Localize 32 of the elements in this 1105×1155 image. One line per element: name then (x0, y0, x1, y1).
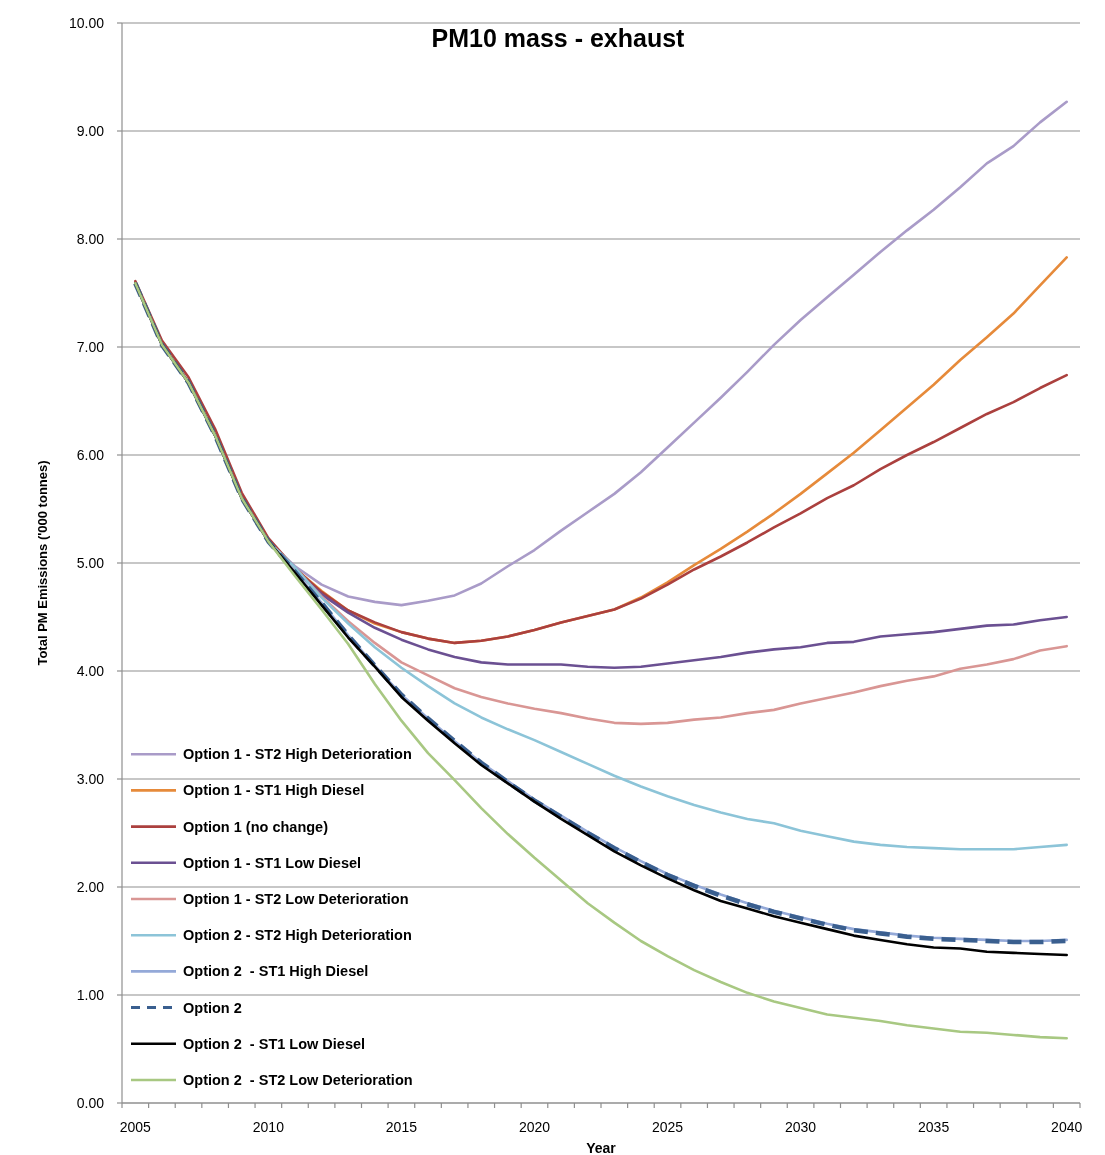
chart-title: PM10 mass - exhaust (431, 24, 686, 52)
x-tick-label: 2040 (1051, 1119, 1083, 1135)
y-tick-label: 3.00 (76, 770, 105, 787)
legend-label: Option 2 - ST2 High Deterioration (183, 927, 412, 944)
y-tick-label: 7.00 (76, 338, 105, 355)
legend-label: Option 1 - ST1 Low Diesel (183, 854, 362, 871)
y-tick-label: 9.00 (76, 122, 105, 139)
y-tick-label: 6.00 (76, 446, 105, 463)
y-tick-label: 5.00 (76, 554, 105, 571)
legend-label: Option 1 - ST2 Low Deterioration (183, 891, 409, 908)
legend-label: Option 2 - ST1 Low Diesel (183, 1035, 366, 1052)
y-tick-label: 0.00 (76, 1094, 105, 1111)
x-tick-label: 2010 (252, 1119, 285, 1135)
y-tick-label: 2.00 (76, 878, 105, 895)
y-tick-label: 8.00 (76, 230, 105, 247)
legend-label: Option 2 - ST2 Low Deterioration (183, 1072, 413, 1089)
y-axis-title: Total PM Emissions ('000 tonnes) (35, 460, 50, 666)
legend-label: Option 2 (183, 999, 242, 1016)
x-tick-label: 2020 (518, 1119, 551, 1135)
y-tick-label: 4.00 (76, 662, 105, 679)
x-tick-label: 2030 (785, 1119, 817, 1135)
y-tick-label: 10.00 (68, 14, 105, 31)
legend-label: Option 1 - ST1 High Diesel (183, 782, 365, 799)
y-tick-label: 1.00 (76, 986, 105, 1003)
x-tick-label: 2005 (119, 1119, 152, 1135)
legend-label: Option 2 - ST1 High Diesel (183, 963, 369, 980)
x-tick-label: 2025 (651, 1119, 684, 1135)
x-axis-title: Year (586, 1140, 617, 1155)
x-tick-label: 2015 (385, 1119, 418, 1135)
x-tick-label: 2035 (918, 1119, 950, 1135)
legend-label: Option 1 (no change) (183, 818, 329, 835)
legend-label: Option 1 - ST2 High Deterioration (183, 746, 412, 763)
